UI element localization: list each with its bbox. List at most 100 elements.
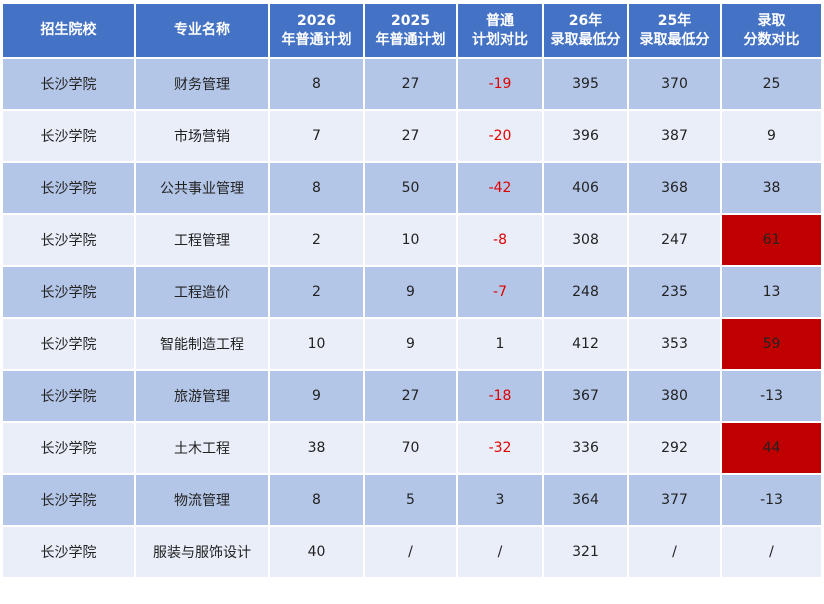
table-cell: 10 (363, 213, 458, 267)
table-cell: 8 (268, 473, 365, 527)
table-cell: 长沙学院 (1, 265, 136, 319)
table-cell: 364 (542, 473, 629, 527)
table-cell: 服装与服饰设计 (134, 525, 270, 579)
table-row: 长沙学院 土木工程 38 70 -32 336 292 44 (1, 421, 823, 475)
table-row: 长沙学院 旅游管理 9 27 -18 367 380 -13 (1, 369, 823, 423)
table-cell: 38 (268, 421, 365, 475)
table-cell: 370 (627, 57, 722, 111)
table-cell: 59 (720, 317, 823, 371)
table-cell: 336 (542, 421, 629, 475)
table-cell: 44 (720, 421, 823, 475)
table-cell: 40 (268, 525, 365, 579)
table-cell: 368 (627, 161, 722, 215)
table-cell: 长沙学院 (1, 317, 136, 371)
table-cell: / (363, 525, 458, 579)
table-cell: 321 (542, 525, 629, 579)
table-cell: 智能制造工程 (134, 317, 270, 371)
header-cell: 26年 录取最低分 (542, 2, 629, 59)
table-cell: 长沙学院 (1, 369, 136, 423)
table-cell: 27 (363, 57, 458, 111)
table-cell: 396 (542, 109, 629, 163)
table-cell: 物流管理 (134, 473, 270, 527)
table-cell: 9 (363, 317, 458, 371)
table-cell: 长沙学院 (1, 161, 136, 215)
table-cell: 387 (627, 109, 722, 163)
table-cell: -7 (456, 265, 544, 319)
table-cell: 248 (542, 265, 629, 319)
table-cell: / (456, 525, 544, 579)
table-cell: 353 (627, 317, 722, 371)
table-row: 长沙学院 工程造价 2 9 -7 248 235 13 (1, 265, 823, 319)
table-cell: 市场营销 (134, 109, 270, 163)
table-cell: 10 (268, 317, 365, 371)
table-row: 长沙学院 智能制造工程 10 9 1 412 353 59 (1, 317, 823, 371)
table-cell: 3 (456, 473, 544, 527)
table-cell: 长沙学院 (1, 473, 136, 527)
table-cell: / (720, 525, 823, 579)
table-row: 长沙学院 公共事业管理 8 50 -42 406 368 38 (1, 161, 823, 215)
admission-table: 招生院校 专业名称 2026 年普通计划 2025 年普通计划 普通 计划对比 26年 录取最低分… (1, 2, 823, 579)
table-cell: -32 (456, 421, 544, 475)
header-cell: 25年 录取最低分 (627, 2, 722, 59)
table-row: 长沙学院 物流管理 8 5 3 364 377 -13 (1, 473, 823, 527)
table-cell: -8 (456, 213, 544, 267)
header-row: 招生院校 专业名称 2026 年普通计划 2025 年普通计划 普通 计划对比 26年 录取最低分… (1, 2, 823, 59)
table-cell: 377 (627, 473, 722, 527)
table-cell: 工程管理 (134, 213, 270, 267)
table-cell: -18 (456, 369, 544, 423)
table-cell: 292 (627, 421, 722, 475)
table-cell: 406 (542, 161, 629, 215)
table-cell: 27 (363, 109, 458, 163)
table-cell: 长沙学院 (1, 109, 136, 163)
table-cell: 长沙学院 (1, 213, 136, 267)
table-cell: 9 (268, 369, 365, 423)
table-cell: 380 (627, 369, 722, 423)
header-cell: 普通 计划对比 (456, 2, 544, 59)
table-cell: 13 (720, 265, 823, 319)
table-cell: 247 (627, 213, 722, 267)
table-cell: -19 (456, 57, 544, 111)
header-cell: 专业名称 (134, 2, 270, 59)
table-row: 长沙学院 服装与服饰设计 40//321// (1, 525, 823, 579)
table-cell: 308 (542, 213, 629, 267)
table-cell: 235 (627, 265, 722, 319)
table-cell: 7 (268, 109, 365, 163)
table-cell: -13 (720, 473, 823, 527)
table-cell: 土木工程 (134, 421, 270, 475)
table-cell: 2 (268, 213, 365, 267)
table-cell: 长沙学院 (1, 525, 136, 579)
table-cell: 5 (363, 473, 458, 527)
header-cell: 招生院校 (1, 2, 136, 59)
table-cell: 412 (542, 317, 629, 371)
table-cell: 25 (720, 57, 823, 111)
table-cell: -13 (720, 369, 823, 423)
table-cell: 1 (456, 317, 544, 371)
table-row: 长沙学院 工程管理 2 10 -8 308 247 61 (1, 213, 823, 267)
table-cell: -20 (456, 109, 544, 163)
table-cell: / (627, 525, 722, 579)
table-cell: 8 (268, 161, 365, 215)
header-cell: 录取 分数对比 (720, 2, 823, 59)
table-cell: -42 (456, 161, 544, 215)
table-cell: 9 (720, 109, 823, 163)
table-cell: 70 (363, 421, 458, 475)
table-cell: 公共事业管理 (134, 161, 270, 215)
table-cell: 工程造价 (134, 265, 270, 319)
table-cell: 财务管理 (134, 57, 270, 111)
table-cell: 367 (542, 369, 629, 423)
table-cell: 旅游管理 (134, 369, 270, 423)
table-cell: 395 (542, 57, 629, 111)
table-cell: 2 (268, 265, 365, 319)
header-cell: 2025 年普通计划 (363, 2, 458, 59)
table-cell: 50 (363, 161, 458, 215)
table-cell: 38 (720, 161, 823, 215)
table-cell: 长沙学院 (1, 421, 136, 475)
table-cell: 61 (720, 213, 823, 267)
table-cell: 27 (363, 369, 458, 423)
table-row: 长沙学院 市场营销 7 27 -20 396 387 9 (1, 109, 823, 163)
table-cell: 8 (268, 57, 365, 111)
header-cell: 2026 年普通计划 (268, 2, 365, 59)
table-cell: 9 (363, 265, 458, 319)
table-cell: 长沙学院 (1, 57, 136, 111)
